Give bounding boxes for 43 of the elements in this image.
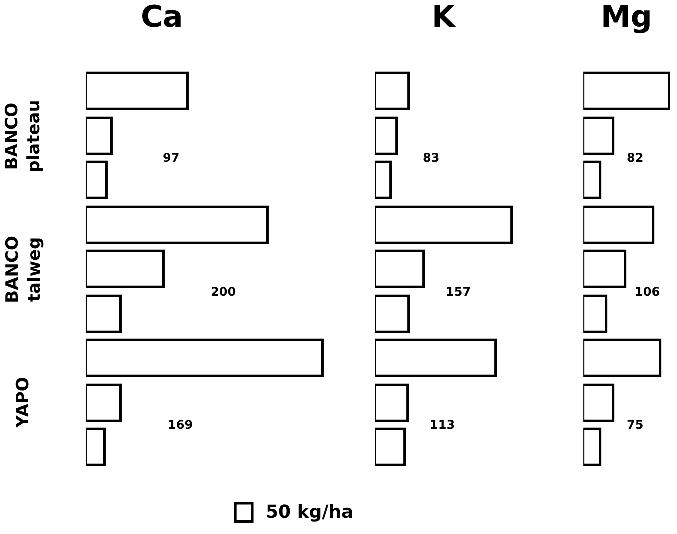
bar: [375, 72, 410, 110]
text: BANCO talweg: [3, 236, 46, 304]
bar: [86, 206, 269, 244]
bar: [86, 294, 122, 334]
bar: [86, 250, 165, 288]
bar: [86, 160, 108, 200]
text: BANCO plateau: [2, 100, 45, 173]
bar: [584, 116, 615, 156]
chart-title: K: [432, 0, 457, 35]
annotation: 169: [168, 418, 194, 432]
annotation: 75: [627, 418, 644, 432]
annotation: 82: [627, 151, 644, 165]
bar: [375, 338, 498, 378]
bar: [375, 428, 406, 466]
bar: [584, 72, 670, 110]
text: YAPO: [14, 377, 34, 429]
bar: [86, 384, 122, 422]
bar: [375, 250, 426, 288]
bar: [584, 428, 602, 466]
annotation: 106: [635, 285, 660, 299]
bar: [86, 116, 113, 156]
bar: [375, 206, 514, 244]
bar: [584, 250, 627, 288]
bar: [375, 384, 410, 422]
bar: [86, 428, 106, 466]
annotation: 157: [446, 285, 472, 299]
bar: [86, 72, 189, 110]
annotation: 113: [430, 418, 456, 432]
bar: [584, 384, 615, 422]
bar: [375, 160, 392, 200]
text: 50 kg/ha: [266, 502, 354, 523]
bar: [584, 294, 608, 334]
annotation: 83: [423, 151, 440, 165]
annotation: 97: [163, 151, 180, 165]
bar: [584, 338, 662, 378]
bar: [86, 338, 324, 378]
annotation: 200: [211, 285, 236, 299]
chart-title: Ca: [141, 0, 184, 35]
chart-title: Mg: [601, 0, 652, 35]
bar: [584, 160, 602, 200]
bar: [584, 206, 655, 244]
bar: [375, 116, 398, 156]
bar: [375, 294, 410, 334]
